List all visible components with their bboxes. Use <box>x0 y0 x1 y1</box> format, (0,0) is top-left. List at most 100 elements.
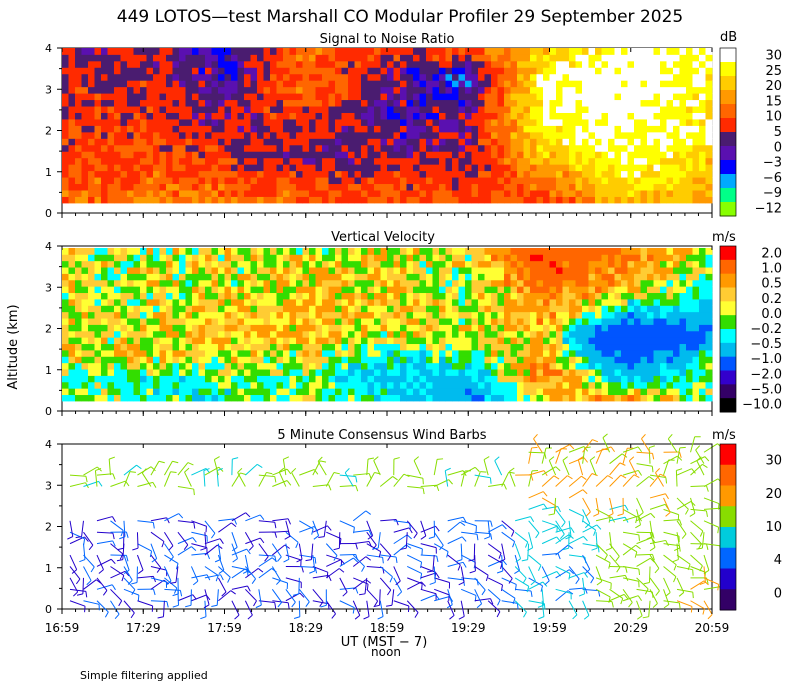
snr-cell <box>699 60 706 68</box>
velocity-cell <box>413 260 420 268</box>
velocity-cell <box>94 324 102 332</box>
snr-cell <box>419 138 427 146</box>
snr-cell <box>302 177 310 185</box>
velocity-cell <box>510 292 518 300</box>
snr-cell <box>601 60 609 68</box>
velocity-cell <box>497 254 505 262</box>
snr-cell <box>608 151 615 159</box>
velocity-cell <box>621 343 628 351</box>
snr-cell <box>432 73 440 81</box>
snr-cell <box>166 54 173 62</box>
snr-cell <box>107 125 115 133</box>
snr-cell <box>517 190 524 197</box>
velocity-cell <box>556 324 563 332</box>
snr-cell <box>419 54 427 62</box>
velocity-cell <box>101 356 108 364</box>
snr-cell <box>88 119 95 126</box>
snr-cell <box>133 73 141 81</box>
snr-cell <box>75 157 82 165</box>
snr-cell <box>666 112 674 120</box>
snr-cell <box>328 177 336 185</box>
snr-cell <box>302 164 310 172</box>
velocity-cell <box>257 318 264 325</box>
snr-cell <box>653 67 661 75</box>
snr-cell <box>556 99 563 107</box>
snr-cell <box>465 67 472 75</box>
snr-cell <box>283 86 290 94</box>
snr-cell <box>510 48 518 55</box>
snr-cell <box>400 48 407 55</box>
snr-cell <box>400 183 407 191</box>
snr-cell <box>250 190 258 197</box>
velocity-cell <box>634 369 641 376</box>
velocity-cell <box>374 337 381 345</box>
velocity-cell <box>484 337 492 345</box>
velocity-cell <box>530 324 537 332</box>
snr-cell <box>705 125 713 133</box>
velocity-cell <box>530 292 537 300</box>
velocity-cell <box>387 286 394 294</box>
snr-cell <box>614 119 622 126</box>
snr-cell <box>588 157 596 165</box>
velocity-cell <box>192 337 199 345</box>
velocity-cell <box>497 343 505 351</box>
velocity-cell <box>348 305 355 313</box>
snr-cell <box>328 93 336 101</box>
snr-cell <box>439 157 446 165</box>
snr-cell <box>419 125 427 133</box>
snr-cell <box>289 73 297 81</box>
velocity-cell <box>185 324 193 332</box>
snr-cell <box>608 170 615 178</box>
velocity-cell <box>400 267 407 274</box>
snr-cell <box>530 54 537 62</box>
velocity-cell <box>192 381 199 389</box>
snr-cell <box>660 183 667 191</box>
velocity-cell <box>413 343 420 351</box>
snr-cell <box>244 144 251 152</box>
snr-cell <box>699 125 706 133</box>
snr-cell <box>218 177 225 185</box>
snr-cell <box>283 177 290 185</box>
snr-cell <box>673 196 680 204</box>
velocity-cell <box>393 311 401 319</box>
velocity-cell <box>62 254 69 262</box>
velocity-cell <box>322 388 329 396</box>
velocity-cell <box>374 279 381 287</box>
snr-cell <box>341 170 349 178</box>
velocity-cell <box>185 356 193 364</box>
snr-cell <box>504 60 511 68</box>
snr-cell <box>608 54 615 62</box>
velocity-cell <box>660 330 667 338</box>
snr-cell <box>354 54 362 62</box>
snr-cell <box>354 106 362 113</box>
snr-cell <box>120 164 128 172</box>
snr-cell <box>705 73 713 81</box>
velocity-cell <box>621 356 628 364</box>
velocity-cell <box>614 356 622 364</box>
snr-cell <box>673 80 680 88</box>
snr-cell <box>250 183 258 191</box>
velocity-cell <box>393 279 401 287</box>
snr-cell <box>361 73 368 81</box>
snr-cell <box>549 144 557 152</box>
velocity-cell <box>127 369 134 376</box>
velocity-cell <box>335 267 342 274</box>
snr-cell <box>75 54 82 62</box>
snr-cell <box>101 106 108 113</box>
velocity-cell <box>172 337 180 345</box>
velocity-cell <box>432 388 440 396</box>
velocity-cell <box>627 375 635 383</box>
velocity-cell <box>627 286 635 294</box>
snr-cell <box>289 183 297 191</box>
snr-cell <box>634 112 641 120</box>
snr-cell <box>426 151 433 159</box>
snr-cell <box>140 106 147 113</box>
velocity-cell <box>237 362 245 370</box>
velocity-cell <box>159 311 167 319</box>
velocity-cell <box>673 260 680 268</box>
velocity-cell <box>250 267 258 274</box>
snr-cell <box>257 151 264 159</box>
snr-cell <box>679 183 687 191</box>
velocity-cell <box>205 356 212 364</box>
wind-panel <box>61 433 723 620</box>
